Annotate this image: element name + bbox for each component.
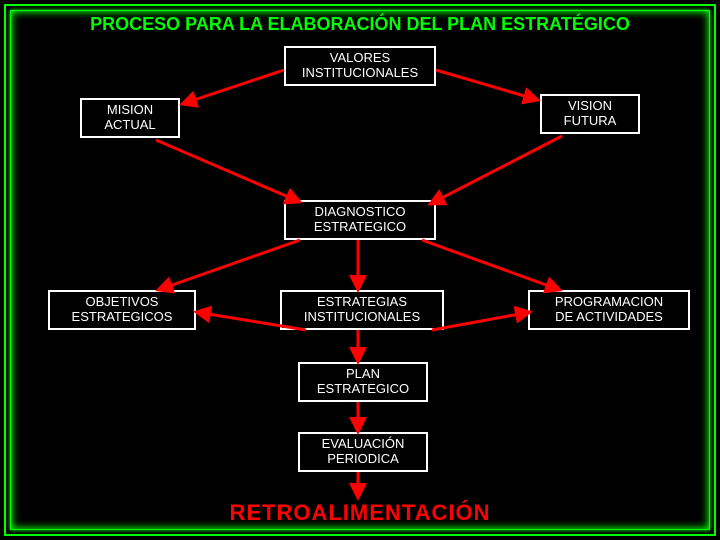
node-valores: VALORES INSTITUCIONALES xyxy=(284,46,436,86)
node-label: OBJETIVOS xyxy=(86,295,159,310)
node-label: ESTRATEGIAS xyxy=(317,295,407,310)
node-label: VISION xyxy=(568,99,612,114)
node-label: ESTRATEGICO xyxy=(317,382,409,397)
node-programacion: PROGRAMACION DE ACTIVIDADES xyxy=(528,290,690,330)
node-label: INSTITUCIONALES xyxy=(304,310,420,325)
node-label: PROGRAMACION xyxy=(555,295,663,310)
node-label: DIAGNOSTICO xyxy=(314,205,405,220)
node-label: PERIODICA xyxy=(327,452,399,467)
node-label: ACTUAL xyxy=(104,118,155,133)
node-plan: PLAN ESTRATEGICO xyxy=(298,362,428,402)
node-label: FUTURA xyxy=(564,114,617,129)
node-estrategias: ESTRATEGIAS INSTITUCIONALES xyxy=(280,290,444,330)
node-label: ESTRATEGICOS xyxy=(72,310,173,325)
node-label: PLAN xyxy=(346,367,380,382)
node-evaluacion: EVALUACIÓN PERIODICA xyxy=(298,432,428,472)
node-label: MISION xyxy=(107,103,153,118)
node-vision: VISION FUTURA xyxy=(540,94,640,134)
node-label: EVALUACIÓN xyxy=(322,437,405,452)
node-mision: MISION ACTUAL xyxy=(80,98,180,138)
node-label: DE ACTIVIDADES xyxy=(555,310,663,325)
node-label: INSTITUCIONALES xyxy=(302,66,418,81)
node-label: VALORES xyxy=(330,51,390,66)
node-objetivos: OBJETIVOS ESTRATEGICOS xyxy=(48,290,196,330)
node-diagnostico: DIAGNOSTICO ESTRATEGICO xyxy=(284,200,436,240)
node-label: ESTRATEGICO xyxy=(314,220,406,235)
diagram-title: PROCESO PARA LA ELABORACIÓN DEL PLAN EST… xyxy=(0,14,720,35)
footer-text: RETROALIMENTACIÓN xyxy=(0,500,720,526)
